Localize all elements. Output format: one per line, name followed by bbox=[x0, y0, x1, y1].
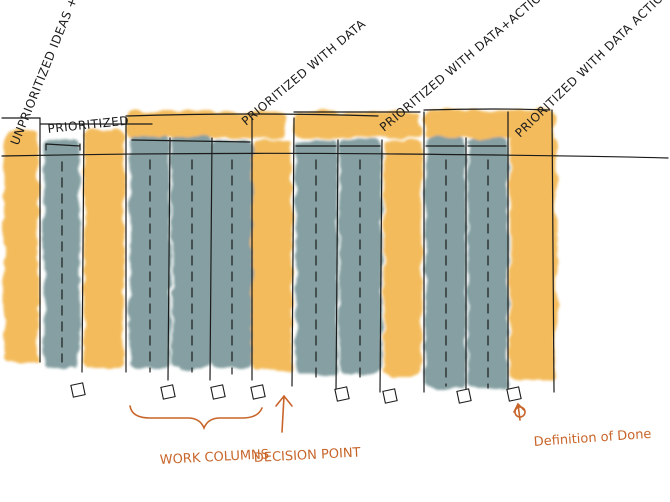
work-columns-brace bbox=[129, 405, 263, 431]
card-icon bbox=[382, 388, 398, 404]
column-washes bbox=[4, 110, 556, 388]
annotation-marks bbox=[129, 394, 526, 433]
work-column-5 bbox=[296, 140, 338, 374]
label-decision-point: DECISION POINT bbox=[253, 445, 361, 466]
card-icon bbox=[160, 384, 176, 400]
work-column-3 bbox=[172, 136, 212, 368]
queue-column-unprioritized bbox=[4, 130, 38, 362]
board-lines bbox=[1, 108, 669, 393]
queue-column-prioritized-with-data-actions-plan bbox=[510, 136, 556, 380]
work-column-2 bbox=[130, 136, 170, 368]
label-definition-of-done: Definition of Done bbox=[533, 427, 652, 450]
queue-column-prioritized bbox=[84, 130, 124, 368]
decision-point-arrow bbox=[275, 394, 293, 433]
card-icon bbox=[506, 386, 522, 402]
card-icon bbox=[456, 388, 472, 404]
annotation-labels: WORK COLUMNS DECISION POINT Definition o… bbox=[159, 427, 652, 468]
work-column-6 bbox=[340, 140, 382, 374]
definition-of-done-marker bbox=[514, 406, 526, 418]
card-icon bbox=[334, 386, 350, 402]
card-icon bbox=[70, 382, 86, 398]
label-prioritized-with-data-actions-plan: PRIORITIZED WITH DATA ACTIONS & PLAN bbox=[512, 0, 670, 140]
column-card-markers bbox=[70, 382, 522, 404]
work-column-4 bbox=[212, 140, 252, 368]
queue-header-band-1 bbox=[126, 112, 286, 138]
queue-column-prioritized-with-data-actions bbox=[384, 140, 422, 376]
queue-column-prioritized-with-data bbox=[252, 140, 292, 370]
queue-header-band-3 bbox=[424, 110, 554, 138]
card-icon bbox=[210, 384, 226, 400]
work-column-1 bbox=[44, 140, 80, 368]
label-work-columns: WORK COLUMNS bbox=[159, 447, 269, 468]
card-icon bbox=[250, 384, 266, 400]
queue-header-band-2 bbox=[294, 112, 420, 138]
